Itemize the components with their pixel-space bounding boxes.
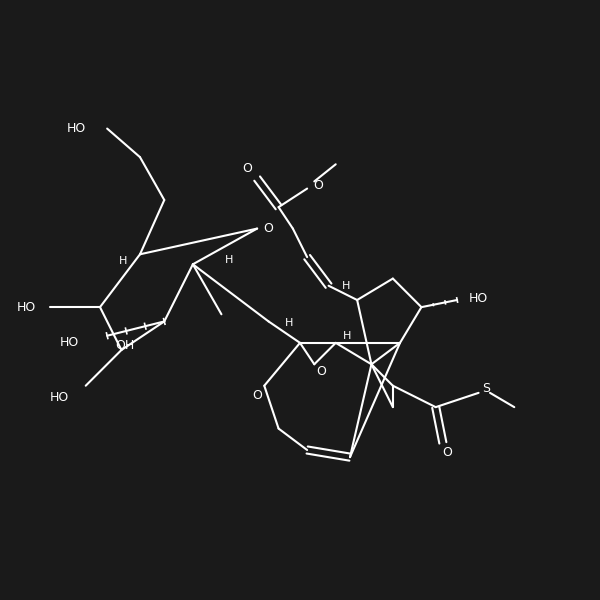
Text: O: O [242, 162, 252, 175]
Text: H: H [343, 331, 352, 341]
Text: H: H [284, 318, 293, 328]
Text: HO: HO [16, 301, 36, 314]
Text: O: O [442, 446, 452, 460]
Text: S: S [482, 382, 490, 395]
Text: O: O [263, 222, 274, 235]
Text: O: O [316, 365, 326, 378]
Text: H: H [341, 281, 350, 291]
Text: HO: HO [67, 122, 86, 135]
Text: H: H [119, 256, 127, 266]
Text: H: H [224, 255, 233, 265]
Text: HO: HO [49, 391, 68, 404]
Text: O: O [252, 389, 262, 402]
Text: O: O [314, 179, 323, 192]
Text: HO: HO [469, 292, 488, 305]
Text: HO: HO [59, 337, 79, 349]
Text: OH: OH [115, 339, 134, 352]
